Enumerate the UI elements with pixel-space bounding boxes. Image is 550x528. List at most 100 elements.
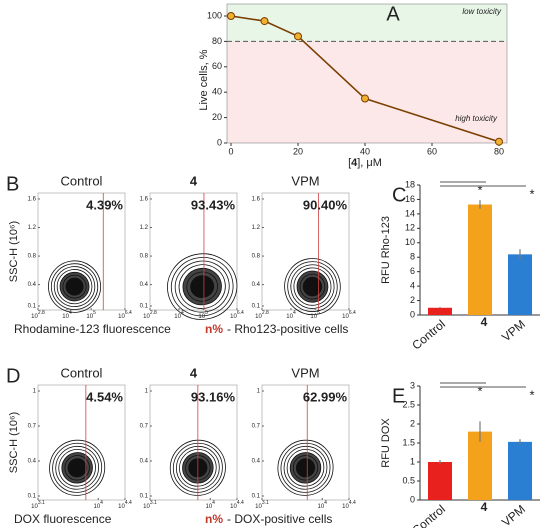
y-tick-label: 0 [217, 137, 222, 147]
gate-percentage: 62.99% [303, 389, 348, 404]
bar [468, 431, 492, 500]
x-tick-label: 40 [360, 146, 370, 156]
y-tick-label: 2.5 [402, 399, 415, 409]
gate-percentage: 93.16% [191, 389, 236, 404]
x-tick-label: 60 [427, 146, 437, 156]
significance-mark: * [529, 387, 534, 402]
tick-exponent: 4.4 [349, 500, 356, 506]
y-tick-label: 20 [212, 112, 222, 122]
y-tick-label: 1 [33, 389, 37, 395]
x-tick-label: 104.4 [118, 500, 132, 509]
x-axis-label-part: [ [348, 157, 351, 169]
annotation: low toxicity [462, 7, 502, 16]
bar [428, 307, 452, 315]
x-tick-label: Control [409, 502, 448, 528]
bar [508, 441, 532, 500]
contour [178, 264, 226, 309]
tick-exponent: 6.4 [349, 310, 356, 316]
x-tick-label: 102.8 [31, 310, 45, 319]
x-tick-label: 104 [317, 500, 327, 509]
tick-exponent: 4.4 [237, 500, 244, 506]
y-tick-label: 10 [405, 237, 415, 247]
gate-percentage: 4.54% [86, 389, 123, 404]
y-tick-label: 1.2 [252, 225, 261, 231]
tick-base: 10 [342, 504, 349, 510]
significance-mark: * [477, 383, 482, 398]
x-tick-label: 105 [310, 310, 320, 319]
data-point [227, 12, 235, 20]
significance-mark: * [529, 186, 534, 201]
x-tick-label: 105 [86, 310, 96, 319]
tick-exponent: 4 [69, 310, 72, 316]
y-tick-label: 2 [410, 295, 415, 305]
y-tick-label: 0.1 [252, 304, 261, 310]
x-tick-label: 80 [494, 146, 504, 156]
contour [73, 464, 81, 472]
y-tick-label: 0.8 [28, 254, 37, 260]
tick-base: 10 [174, 314, 181, 320]
contour [172, 442, 223, 493]
contour [179, 448, 217, 487]
x-tick-label: 103.1 [31, 500, 45, 509]
y-tick-label: 8 [410, 252, 415, 262]
contour [283, 445, 328, 490]
x-tick-label: 102.8 [143, 310, 157, 319]
bar [508, 254, 532, 315]
note: n% - DOX-positive cells [205, 512, 332, 526]
x-tick-label: 106.4 [342, 310, 356, 319]
y-tick-label: 18 [405, 179, 415, 189]
tick-exponent: 3.1 [150, 500, 157, 506]
tick-base: 10 [230, 504, 237, 510]
y-tick-label: 1.5 [402, 437, 415, 447]
contour [169, 439, 226, 496]
y-tick-label: 60 [212, 61, 222, 71]
contour [52, 442, 103, 493]
y-tick-label: 100 [207, 10, 222, 20]
plot-frame [226, 3, 508, 144]
tick-exponent: 6.4 [125, 310, 132, 316]
note: n% - Rho123-positive cells [205, 322, 348, 336]
tick-exponent: 2.8 [38, 310, 45, 316]
contour [284, 258, 341, 316]
tick-base: 10 [198, 314, 205, 320]
tick-exponent: 6.4 [237, 310, 244, 316]
tick-base: 10 [230, 314, 237, 320]
y-tick-label: 3 [410, 380, 415, 390]
x-axis-label: [4], μM [348, 157, 382, 169]
contour [175, 445, 220, 490]
x-tick-label: 104 [93, 500, 103, 509]
y-axis-label: RFU Rho-123 [380, 216, 392, 284]
tick-base: 10 [255, 504, 262, 510]
contour [167, 253, 238, 320]
y-tick-label: 0.4 [140, 282, 149, 288]
y-tick-label: 0.7 [140, 424, 149, 430]
y-tick-label: 40 [212, 87, 222, 97]
y-tick-label: 1.2 [140, 225, 149, 231]
y-axis-label: RFU DOX [380, 418, 392, 468]
tick-base: 10 [143, 504, 150, 510]
contour [53, 266, 96, 308]
y-tick-label: 0.4 [252, 282, 261, 288]
x-tick-label: 104 [62, 310, 72, 319]
tick-base: 10 [310, 314, 317, 320]
x-tick-label: 104.4 [342, 500, 356, 509]
contour [174, 260, 230, 313]
x-tick-label: 102.8 [255, 310, 269, 319]
y-tick-label: 4 [410, 280, 415, 290]
y-tick-label: 0.4 [28, 459, 37, 465]
y-tick-label: 80 [212, 36, 222, 46]
contour [71, 283, 78, 290]
tick-exponent: 3.1 [38, 500, 45, 506]
panel-title: VPM [291, 365, 319, 380]
tick-base: 10 [205, 504, 212, 510]
x-tick-label: 104 [286, 310, 296, 319]
y-tick-label: 1 [145, 389, 149, 395]
y-tick-label: 1 [257, 389, 261, 395]
x-axis-label: Rhodamine-123 fluorescence [14, 322, 171, 336]
tick-exponent: 2.8 [262, 310, 269, 316]
x-tick-label: Control [409, 317, 448, 353]
plot-frame [149, 192, 238, 311]
x-tick-label: 4 [481, 500, 488, 514]
significance-mark: * [477, 182, 482, 197]
